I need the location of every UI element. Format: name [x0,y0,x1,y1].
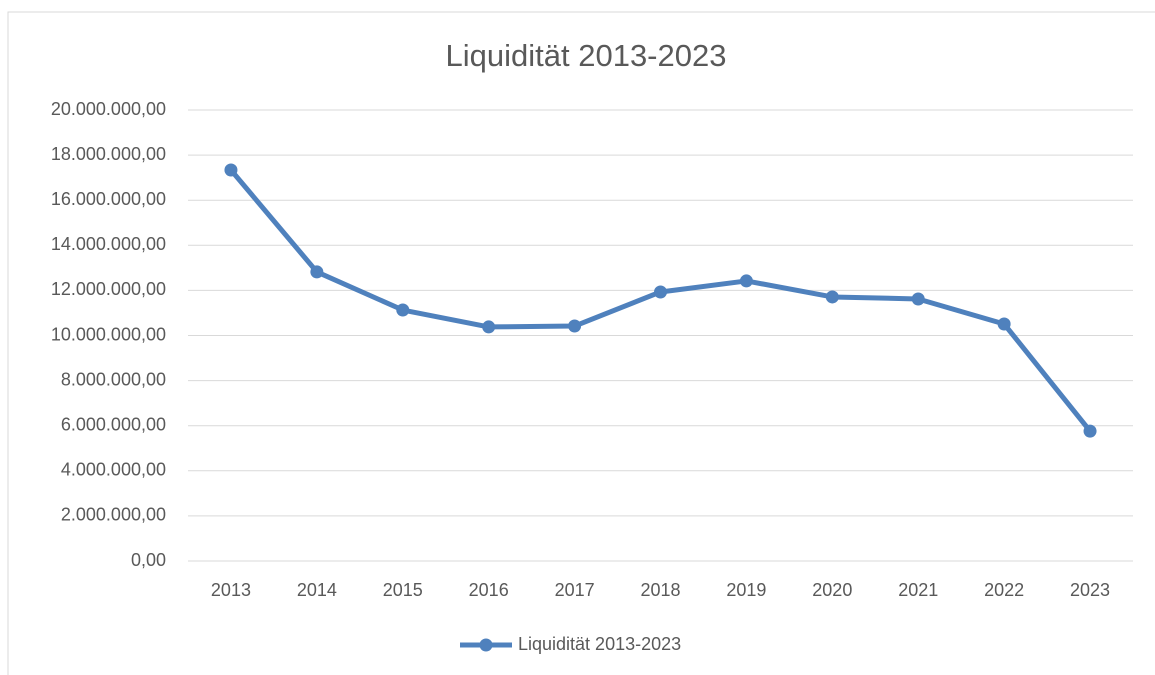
legend-marker [479,638,493,652]
x-tick-label: 2018 [640,580,680,600]
y-tick-label: 2.000.000,00 [61,505,166,525]
y-tick-label: 12.000.000,00 [51,279,166,299]
chart-border [7,11,1155,675]
x-tick-label: 2019 [726,580,766,600]
y-tick-label: 10.000.000,00 [51,324,166,344]
point-marker [654,285,667,299]
point-marker [396,303,410,317]
point-marker [1083,424,1097,438]
point-marker [310,265,324,279]
point-marker [825,290,839,304]
x-tick-label: 2015 [383,580,423,600]
point-marker [224,163,238,177]
point-marker [568,319,582,333]
point-marker [482,320,496,334]
chart-title: Liquidität 2013-2023 [446,38,727,73]
x-tick-label: 2023 [1070,580,1110,600]
x-tick-label: 2016 [469,580,509,600]
x-tick-label: 2021 [898,580,938,600]
y-tick-label: 18.000.000,00 [51,144,166,164]
legend-label: Liquidität 2013-2023 [518,634,681,654]
y-tick-label: 20.000.000,00 [51,99,166,119]
x-tick-label: 2013 [211,580,251,600]
x-tick-label: 2014 [297,580,337,600]
y-tick-label: 4.000.000,00 [61,460,166,480]
point-marker [911,292,925,306]
point-marker [997,317,1011,331]
x-tick-label: 2022 [984,580,1024,600]
y-tick-label: 8.000.000,00 [61,369,166,389]
y-tick-label: 16.000.000,00 [51,189,166,209]
y-tick-label: 14.000.000,00 [51,234,166,254]
x-tick-label: 2020 [812,580,852,600]
x-tick-label: 2017 [555,580,595,600]
point-marker [739,274,753,288]
y-tick-label: 6.000.000,00 [61,414,166,434]
series-line [229,168,1093,433]
y-tick-label: 0,00 [131,550,166,570]
